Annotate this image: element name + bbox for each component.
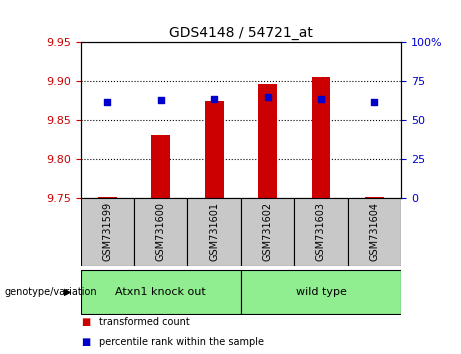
Point: [264, 94, 271, 100]
Bar: [81, 198, 134, 266]
Text: ■: ■: [81, 337, 90, 347]
Bar: [151, 135, 170, 198]
Bar: [294, 198, 348, 266]
Text: ▶: ▶: [64, 287, 71, 297]
Text: genotype/variation: genotype/variation: [5, 287, 97, 297]
Bar: [365, 197, 384, 198]
Text: ■: ■: [81, 317, 90, 327]
Point: [104, 99, 111, 104]
Bar: [258, 84, 277, 198]
Text: GSM731604: GSM731604: [369, 202, 379, 261]
Text: GSM731599: GSM731599: [102, 202, 112, 261]
Text: GSM731600: GSM731600: [156, 202, 166, 261]
Bar: [98, 197, 117, 198]
Point: [371, 99, 378, 104]
Text: GSM731601: GSM731601: [209, 202, 219, 261]
Point: [211, 96, 218, 101]
Text: GSM731602: GSM731602: [263, 202, 272, 261]
Bar: [241, 198, 294, 266]
Text: Atxn1 knock out: Atxn1 knock out: [115, 287, 206, 297]
Bar: [241, 270, 401, 314]
Bar: [312, 77, 331, 198]
Text: GSM731603: GSM731603: [316, 202, 326, 261]
Text: wild type: wild type: [296, 287, 346, 297]
Text: percentile rank within the sample: percentile rank within the sample: [99, 337, 264, 347]
Bar: [205, 101, 224, 198]
Bar: [348, 198, 401, 266]
Title: GDS4148 / 54721_at: GDS4148 / 54721_at: [169, 26, 313, 40]
Bar: [134, 198, 188, 266]
Bar: [81, 270, 241, 314]
Point: [157, 97, 165, 103]
Bar: [188, 198, 241, 266]
Point: [317, 96, 325, 101]
Text: transformed count: transformed count: [99, 317, 190, 327]
